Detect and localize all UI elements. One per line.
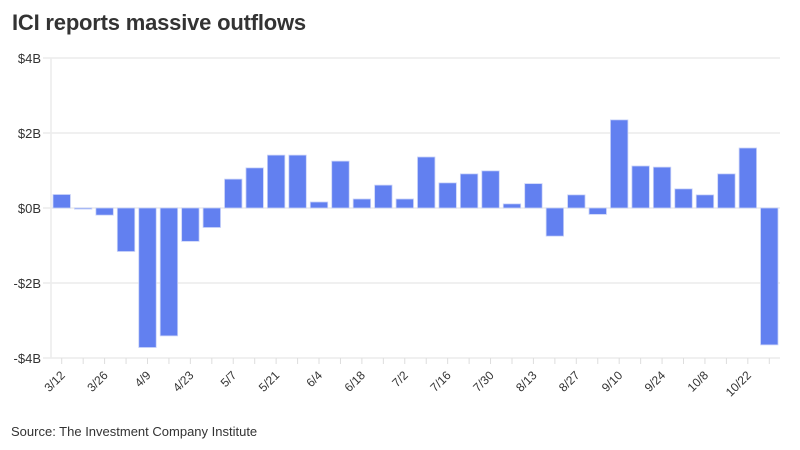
bar: [545, 207, 564, 237]
bar: [738, 147, 757, 209]
bar: [717, 173, 736, 209]
x-tick-label: 6/18: [342, 368, 369, 395]
x-tick-label: 4/9: [132, 368, 154, 390]
y-tick-label: $4B: [18, 51, 41, 66]
y-tick-label: $2B: [18, 126, 41, 141]
x-tick-label: 4/23: [170, 368, 197, 395]
source-note: Source: The Investment Company Institute: [11, 424, 258, 439]
x-tick-label: 7/2: [389, 368, 411, 390]
bar: [588, 207, 607, 215]
bar: [438, 182, 457, 209]
bar: [138, 207, 157, 348]
bar: [331, 160, 350, 209]
bar: [159, 207, 179, 337]
bar: [417, 156, 436, 209]
bar: [567, 194, 586, 209]
x-tick-label: 9/24: [642, 368, 669, 395]
bar: [524, 183, 543, 209]
bar: [610, 119, 629, 209]
x-tick-label: 3/26: [84, 368, 111, 395]
bar: [74, 207, 93, 210]
bar: [288, 154, 307, 209]
bar: [309, 201, 329, 209]
bar: [631, 165, 650, 209]
x-tick-label: 5/21: [256, 368, 283, 395]
bar: [374, 184, 393, 209]
bar: [267, 154, 286, 209]
x-tick-label: 7/30: [470, 368, 497, 395]
bar: [224, 178, 243, 209]
bar: [181, 207, 200, 242]
x-tick-label: 6/4: [303, 368, 325, 390]
bar: [202, 207, 221, 228]
bar: [674, 188, 693, 209]
bar: [395, 198, 414, 209]
x-tick-label: 8/27: [556, 368, 583, 395]
x-tick-label: 5/7: [218, 368, 240, 390]
x-tick-label: 10/8: [685, 368, 712, 395]
bar: [352, 198, 372, 209]
chart-title: ICI reports massive outflows: [12, 10, 306, 35]
bar: [116, 207, 136, 252]
bar-chart: $4B $2B $0B -$2B -$4B3/12 3/26 4/9 4/23 5/7 5/21 6…: [14, 51, 780, 399]
x-tick-label: 3/12: [41, 368, 68, 395]
bar: [760, 207, 779, 346]
y-tick-label: -$2B: [14, 276, 41, 291]
bar: [459, 173, 479, 209]
y-tick-label: -$4B: [14, 351, 41, 366]
x-tick-label: 8/13: [513, 368, 540, 395]
bar: [652, 166, 672, 209]
bar: [245, 167, 264, 209]
bar: [481, 170, 500, 209]
x-tick-label: 10/22: [723, 368, 754, 399]
bar: [502, 203, 522, 209]
y-tick-label: $0B: [18, 201, 41, 216]
x-tick-label: 9/10: [599, 368, 626, 395]
bar: [95, 207, 114, 216]
bar: [52, 194, 71, 209]
bar: [695, 194, 715, 209]
x-tick-label: 7/16: [427, 368, 454, 395]
